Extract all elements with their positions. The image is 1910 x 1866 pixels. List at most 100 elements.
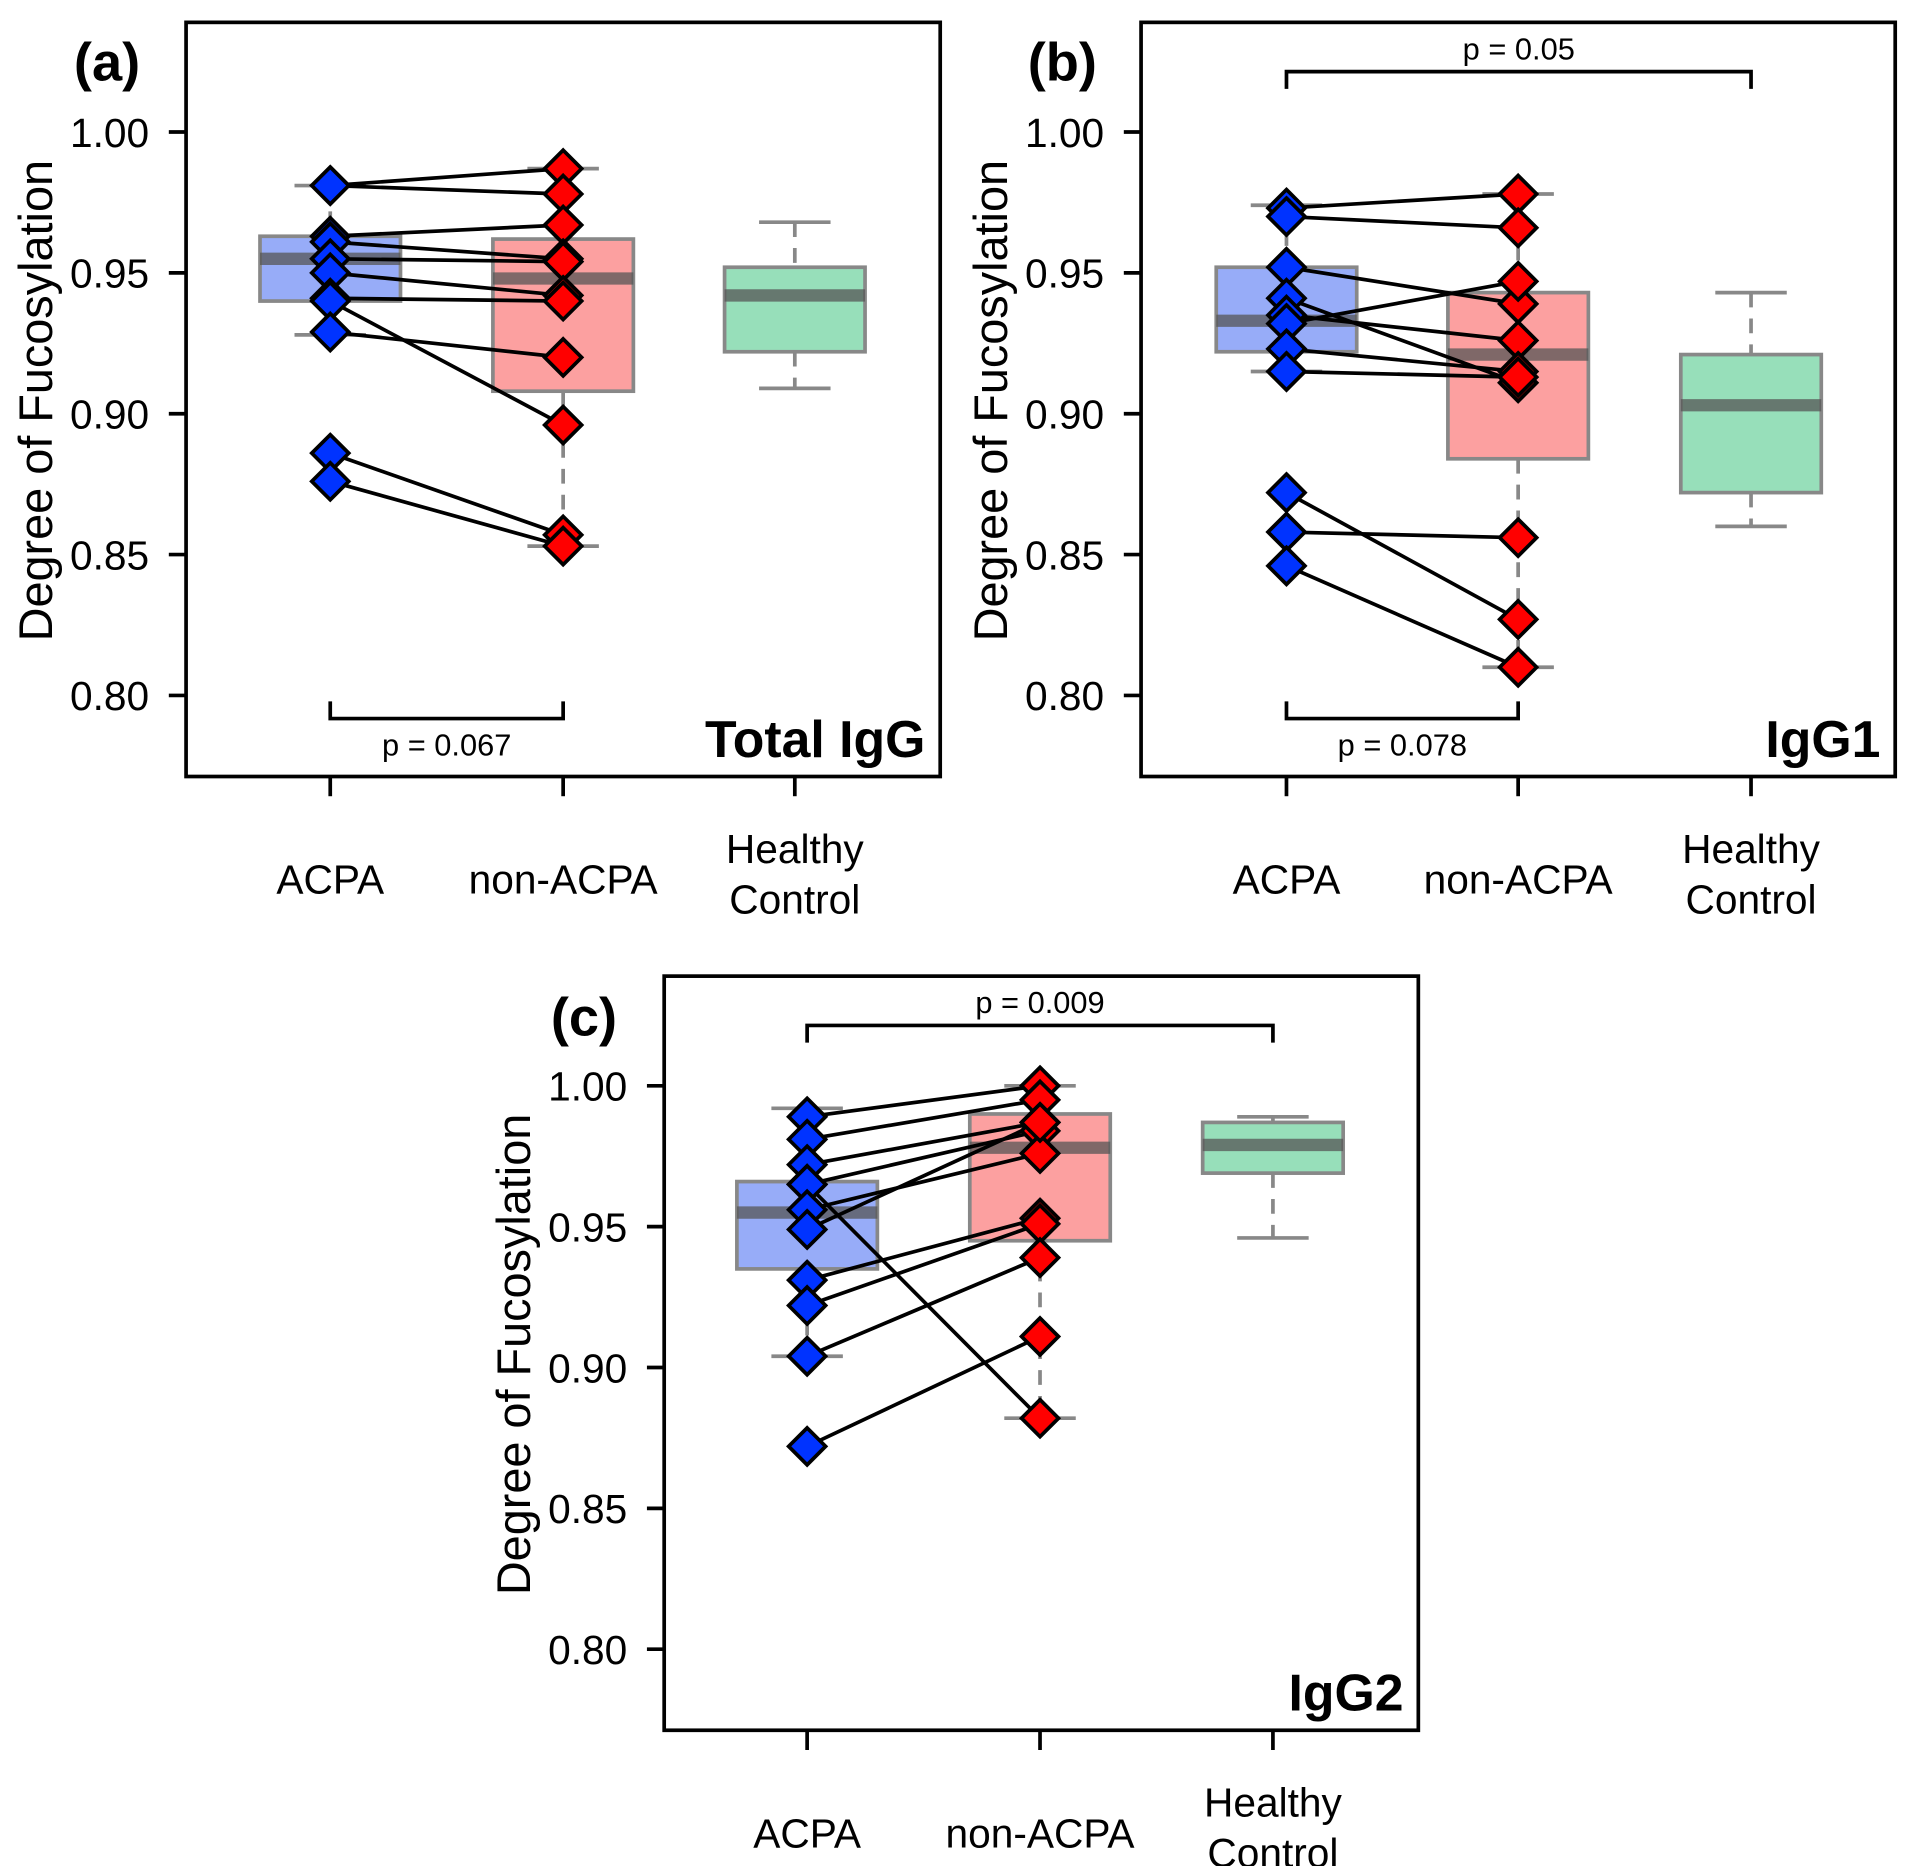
box-iqr (722, 265, 867, 354)
y-tick-label: 1.00 (1025, 110, 1104, 156)
non-acpa-point (1497, 356, 1540, 399)
pair-line (1285, 490, 1520, 621)
x-tick-label: non-ACPA (1424, 857, 1614, 903)
non-acpa-point (1497, 516, 1540, 559)
box-healthy-control (1200, 1114, 1346, 1240)
y-tick-label: 0.85 (70, 532, 149, 578)
significance-bracket (1284, 701, 1520, 721)
non-acpa-point (1497, 260, 1540, 303)
acpa-point (786, 1425, 829, 1468)
pair-line (330, 256, 564, 264)
x-tick-label: Healthy Control (1204, 1780, 1343, 1866)
pair-line (806, 1098, 1041, 1142)
x-tick-label: ACPA (753, 1810, 862, 1856)
acpa-point (786, 1208, 829, 1251)
pair-line (330, 240, 564, 261)
x-tick-label-line: Control (1686, 876, 1817, 922)
panel-label: (c) (551, 987, 617, 1047)
acpa-point (786, 1284, 829, 1327)
pair-line (1286, 265, 1519, 306)
pair-line (1286, 369, 1519, 379)
non-acpa-point (1018, 1132, 1062, 1175)
panel-title: IgG2 (1289, 1664, 1404, 1722)
pair-line (806, 1334, 1041, 1449)
pair-line (330, 271, 564, 298)
significance-bracket (1284, 69, 1753, 89)
box-healthy-control (722, 220, 867, 391)
x-tick-label-line: Control (1207, 1830, 1338, 1866)
x-tick-label: non-ACPA (945, 1810, 1135, 1856)
pair-line (329, 299, 565, 427)
pair-line (1286, 347, 1519, 374)
x-tick-label-line: Control (729, 876, 860, 922)
x-tick-label: ACPA (276, 857, 385, 903)
acpa-point (1265, 471, 1308, 514)
non-acpa-point (1497, 646, 1540, 689)
pair-line (1286, 313, 1519, 343)
significance-bracket (328, 701, 565, 721)
y-tick-label: 0.90 (1025, 392, 1104, 438)
y-axis-label: Degree of Fucosylation (10, 160, 62, 641)
y-tick-label: 0.80 (1025, 673, 1104, 719)
pair-line (329, 479, 564, 548)
pair-line (1286, 279, 1519, 326)
x-tick-label-line: ACPA (1233, 857, 1342, 903)
p-value-label: p = 0.009 (975, 985, 1104, 1020)
x-tick-label-line: Healthy (1204, 1780, 1343, 1826)
y-axis-label: Degree of Fucosylation (965, 160, 1017, 641)
pair-line (805, 1183, 1042, 1420)
pair-line (806, 1083, 1041, 1119)
pair-line (330, 330, 564, 360)
y-tick-label: 0.85 (548, 1486, 627, 1532)
y-tick-label: 0.95 (70, 251, 149, 297)
non-acpa-point (1497, 206, 1540, 249)
y-axis-label: Degree of Fucosylation (488, 1114, 540, 1595)
pair-line (806, 1255, 1041, 1358)
pair-line (806, 1151, 1041, 1212)
pair-line (330, 183, 564, 196)
y-tick-label: 0.80 (548, 1627, 627, 1673)
y-tick-label: 1.00 (70, 110, 149, 156)
x-tick-label: Healthy Control (726, 826, 865, 923)
x-tick-label-line: non-ACPA (469, 857, 659, 903)
non-acpa-point (542, 279, 585, 323)
pair-line (330, 166, 564, 188)
x-tick-label-line: Healthy (726, 826, 865, 872)
significance-bracket (805, 1023, 1275, 1043)
p-value-label: p = 0.05 (1463, 31, 1575, 66)
pair-line (806, 1120, 1041, 1167)
acpa-point (309, 310, 352, 354)
pair-line (806, 1216, 1041, 1282)
acpa-point (1265, 350, 1308, 393)
acpa-point (786, 1335, 829, 1378)
panel-title: Total IgG (705, 710, 925, 768)
panel-title: IgG1 (1765, 710, 1880, 768)
x-tick-label: Healthy Control (1682, 826, 1821, 923)
pair-line (1285, 564, 1519, 669)
non-acpa-point (1497, 598, 1540, 641)
p-value-label: p = 0.067 (382, 728, 511, 763)
non-acpa-point (1018, 1397, 1062, 1440)
x-tick-label-line: ACPA (753, 1810, 862, 1856)
acpa-point (1265, 544, 1308, 587)
y-tick-label: 0.95 (1025, 251, 1104, 297)
pair-line (806, 1222, 1041, 1308)
y-tick-label: 0.85 (1025, 532, 1104, 578)
x-tick-label: ACPA (1233, 857, 1342, 903)
y-tick-label: 0.80 (70, 673, 149, 719)
box-iqr (1678, 352, 1824, 495)
pair-line (330, 296, 564, 303)
acpa-point (309, 460, 352, 503)
y-tick-label: 1.00 (548, 1064, 627, 1110)
acpa-point (1265, 195, 1308, 238)
non-acpa-point (1018, 1236, 1062, 1279)
x-tick-label-line: non-ACPA (1424, 857, 1614, 903)
y-tick-label: 0.90 (548, 1345, 627, 1391)
y-tick-label: 0.95 (548, 1204, 627, 1250)
pair-line (806, 1120, 1041, 1232)
pair-line (1286, 530, 1519, 540)
